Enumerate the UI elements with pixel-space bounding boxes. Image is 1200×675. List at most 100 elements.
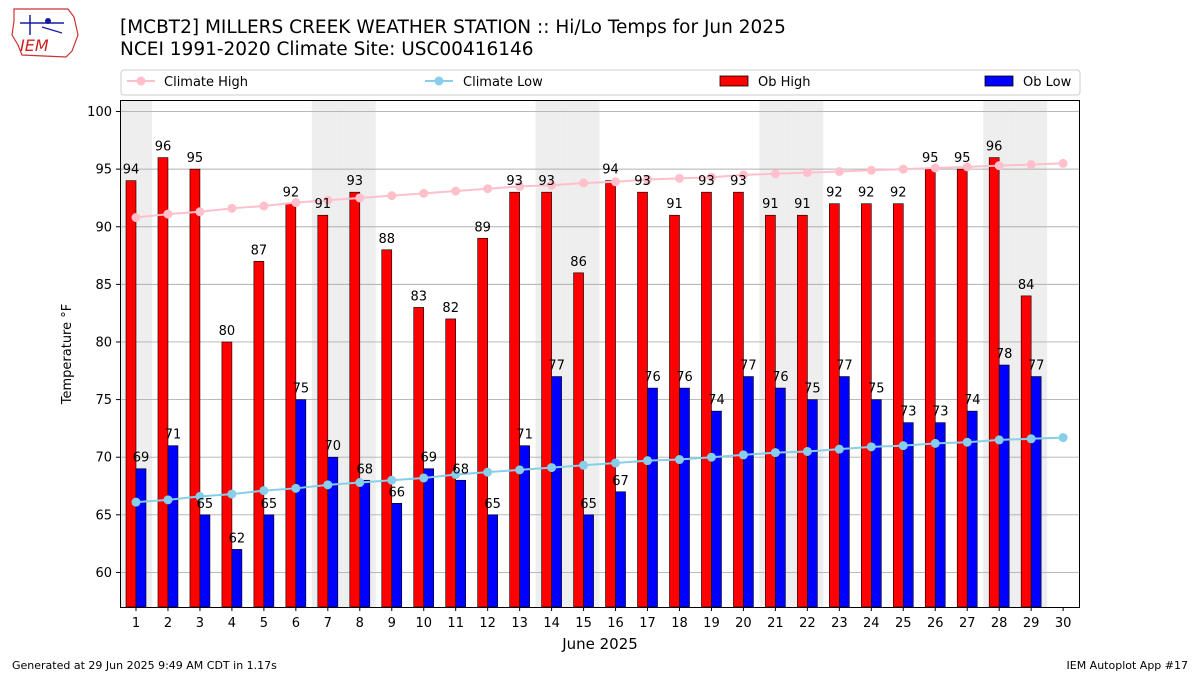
climate-high-point-28 bbox=[994, 161, 1004, 171]
ob-low-label-17: 76 bbox=[644, 370, 661, 385]
ob-high-bar-21 bbox=[765, 214, 776, 608]
ob-high-label-24: 92 bbox=[858, 186, 875, 201]
climate-low-point-22 bbox=[802, 446, 812, 456]
climate-low-point-28 bbox=[994, 435, 1004, 445]
climate-low-point-10 bbox=[419, 473, 429, 483]
x-tick-label-22: 22 bbox=[799, 616, 816, 631]
y-tick-label-60: 60 bbox=[95, 566, 112, 581]
ob-low-label-24: 75 bbox=[868, 382, 885, 397]
climate-high-point-14 bbox=[547, 180, 557, 190]
y-tick-label-100: 100 bbox=[87, 105, 112, 120]
climate-high-point-12 bbox=[483, 184, 493, 194]
ob-low-label-3: 65 bbox=[197, 497, 214, 512]
legend: Climate High Climate Low Ob High Ob Low bbox=[120, 69, 1081, 96]
ob-low-label-13: 71 bbox=[516, 428, 533, 443]
ob-low-label-18: 76 bbox=[676, 370, 693, 385]
ob-low-bar-18 bbox=[679, 387, 690, 608]
climate-low-point-29 bbox=[1026, 434, 1036, 444]
ob-low-bar-6 bbox=[295, 399, 307, 608]
x-tick-label-6: 6 bbox=[292, 616, 300, 631]
ob-high-bar-3 bbox=[189, 168, 201, 608]
ob-high-label-3: 95 bbox=[187, 151, 204, 166]
ob-high-bar-14 bbox=[541, 191, 552, 608]
ob-high-label-16: 94 bbox=[602, 163, 619, 178]
x-axis-label: June 2025 bbox=[561, 635, 638, 653]
y-axis: 60 65 70 75 80 85 90 95 100 bbox=[87, 105, 120, 581]
ob-high-bar-8 bbox=[349, 191, 361, 608]
climate-low-point-5 bbox=[259, 486, 269, 496]
plot-frame bbox=[120, 100, 1080, 608]
ob-low-bar-17 bbox=[647, 387, 658, 608]
climate-high-point-19 bbox=[706, 172, 716, 182]
chart-title-line1: [MCBT2] MILLERS CREEK WEATHER STATION ::… bbox=[120, 17, 786, 38]
x-tick-label-27: 27 bbox=[959, 616, 976, 631]
ob-high-bar-12 bbox=[477, 237, 488, 608]
climate-low-point-23 bbox=[834, 444, 844, 454]
climate-low-point-6 bbox=[291, 483, 301, 493]
x-tick-label-20: 20 bbox=[735, 616, 752, 631]
climate-high-point-26 bbox=[930, 163, 940, 173]
ob-low-label-4: 62 bbox=[229, 531, 246, 546]
grid-lines bbox=[120, 111, 1080, 573]
y-tick-label-85: 85 bbox=[95, 278, 112, 293]
ob-low-label-8: 68 bbox=[357, 462, 374, 477]
ob-low-bar-12 bbox=[487, 514, 498, 608]
bars bbox=[125, 157, 1042, 608]
ob-high-bar-5 bbox=[253, 261, 265, 608]
ob-high-bar-27 bbox=[956, 168, 968, 608]
x-tick-label-21: 21 bbox=[767, 616, 784, 631]
ob-low-bar-10 bbox=[423, 468, 435, 608]
x-tick-label-8: 8 bbox=[356, 616, 364, 631]
ob-high-bar-4 bbox=[221, 341, 233, 608]
ob-high-label-2: 96 bbox=[155, 140, 172, 155]
climate-high-point-17 bbox=[643, 175, 653, 185]
ob-low-bar-1 bbox=[135, 468, 147, 608]
iem-logo: IEM bbox=[11, 8, 79, 58]
data-labels: 94 69 96 71 95 65 80 62 87 65 92 75 91 70 93 68 88 66 83 69… bbox=[123, 140, 1045, 547]
climate-high-point-21 bbox=[770, 169, 780, 179]
climate-low-point-12 bbox=[483, 467, 493, 477]
climate-low-point-18 bbox=[674, 455, 684, 465]
x-tick-label-19: 19 bbox=[703, 616, 720, 631]
climate-low-point-19 bbox=[706, 452, 716, 462]
climate-lines bbox=[131, 158, 1068, 507]
climate-high-point-25 bbox=[898, 164, 908, 174]
ob-high-label-20: 93 bbox=[730, 174, 747, 189]
ob-high-label-6: 92 bbox=[283, 186, 300, 201]
ob-low-label-29: 77 bbox=[1028, 359, 1045, 374]
ob-high-label-26: 95 bbox=[922, 151, 939, 166]
climate-high-point-29 bbox=[1026, 160, 1036, 170]
climate-high-point-27 bbox=[962, 162, 972, 172]
ob-low-bar-14 bbox=[551, 376, 562, 608]
ob-low-label-14: 77 bbox=[548, 359, 565, 374]
y-tick-label-75: 75 bbox=[95, 393, 112, 408]
legend-box bbox=[120, 69, 1081, 96]
ob-high-label-28: 96 bbox=[986, 140, 1003, 155]
ob-low-bar-4 bbox=[231, 549, 243, 608]
ob-low-label-6: 75 bbox=[293, 382, 310, 397]
climate-high-point-20 bbox=[738, 170, 748, 180]
climate-high-point-18 bbox=[674, 173, 684, 183]
y-tick-label-65: 65 bbox=[95, 508, 112, 523]
ob-high-label-25: 92 bbox=[890, 186, 907, 201]
ob-low-label-5: 65 bbox=[261, 497, 278, 512]
climate-high-point-2 bbox=[163, 209, 173, 219]
climate-low-point-9 bbox=[387, 475, 397, 485]
x-tick-label-7: 7 bbox=[324, 616, 332, 631]
ob-low-label-9: 66 bbox=[388, 485, 405, 500]
climate-high-point-9 bbox=[387, 191, 397, 201]
climate-high-point-4 bbox=[227, 203, 237, 213]
x-tick-label-15: 15 bbox=[575, 616, 592, 631]
ob-high-label-5: 87 bbox=[251, 243, 268, 258]
climate-low-point-20 bbox=[738, 450, 748, 460]
ob-high-label-15: 86 bbox=[570, 255, 587, 270]
climate-low-point-26 bbox=[930, 438, 940, 448]
ob-low-bar-2 bbox=[167, 445, 179, 608]
climate-low-point-14 bbox=[547, 463, 557, 473]
climate-low-point-30 bbox=[1058, 433, 1068, 443]
x-tick-label-25: 25 bbox=[895, 616, 912, 631]
logo-text: IEM bbox=[20, 36, 49, 55]
ob-high-label-4: 80 bbox=[219, 324, 236, 339]
ob-low-bar-8 bbox=[359, 479, 371, 608]
